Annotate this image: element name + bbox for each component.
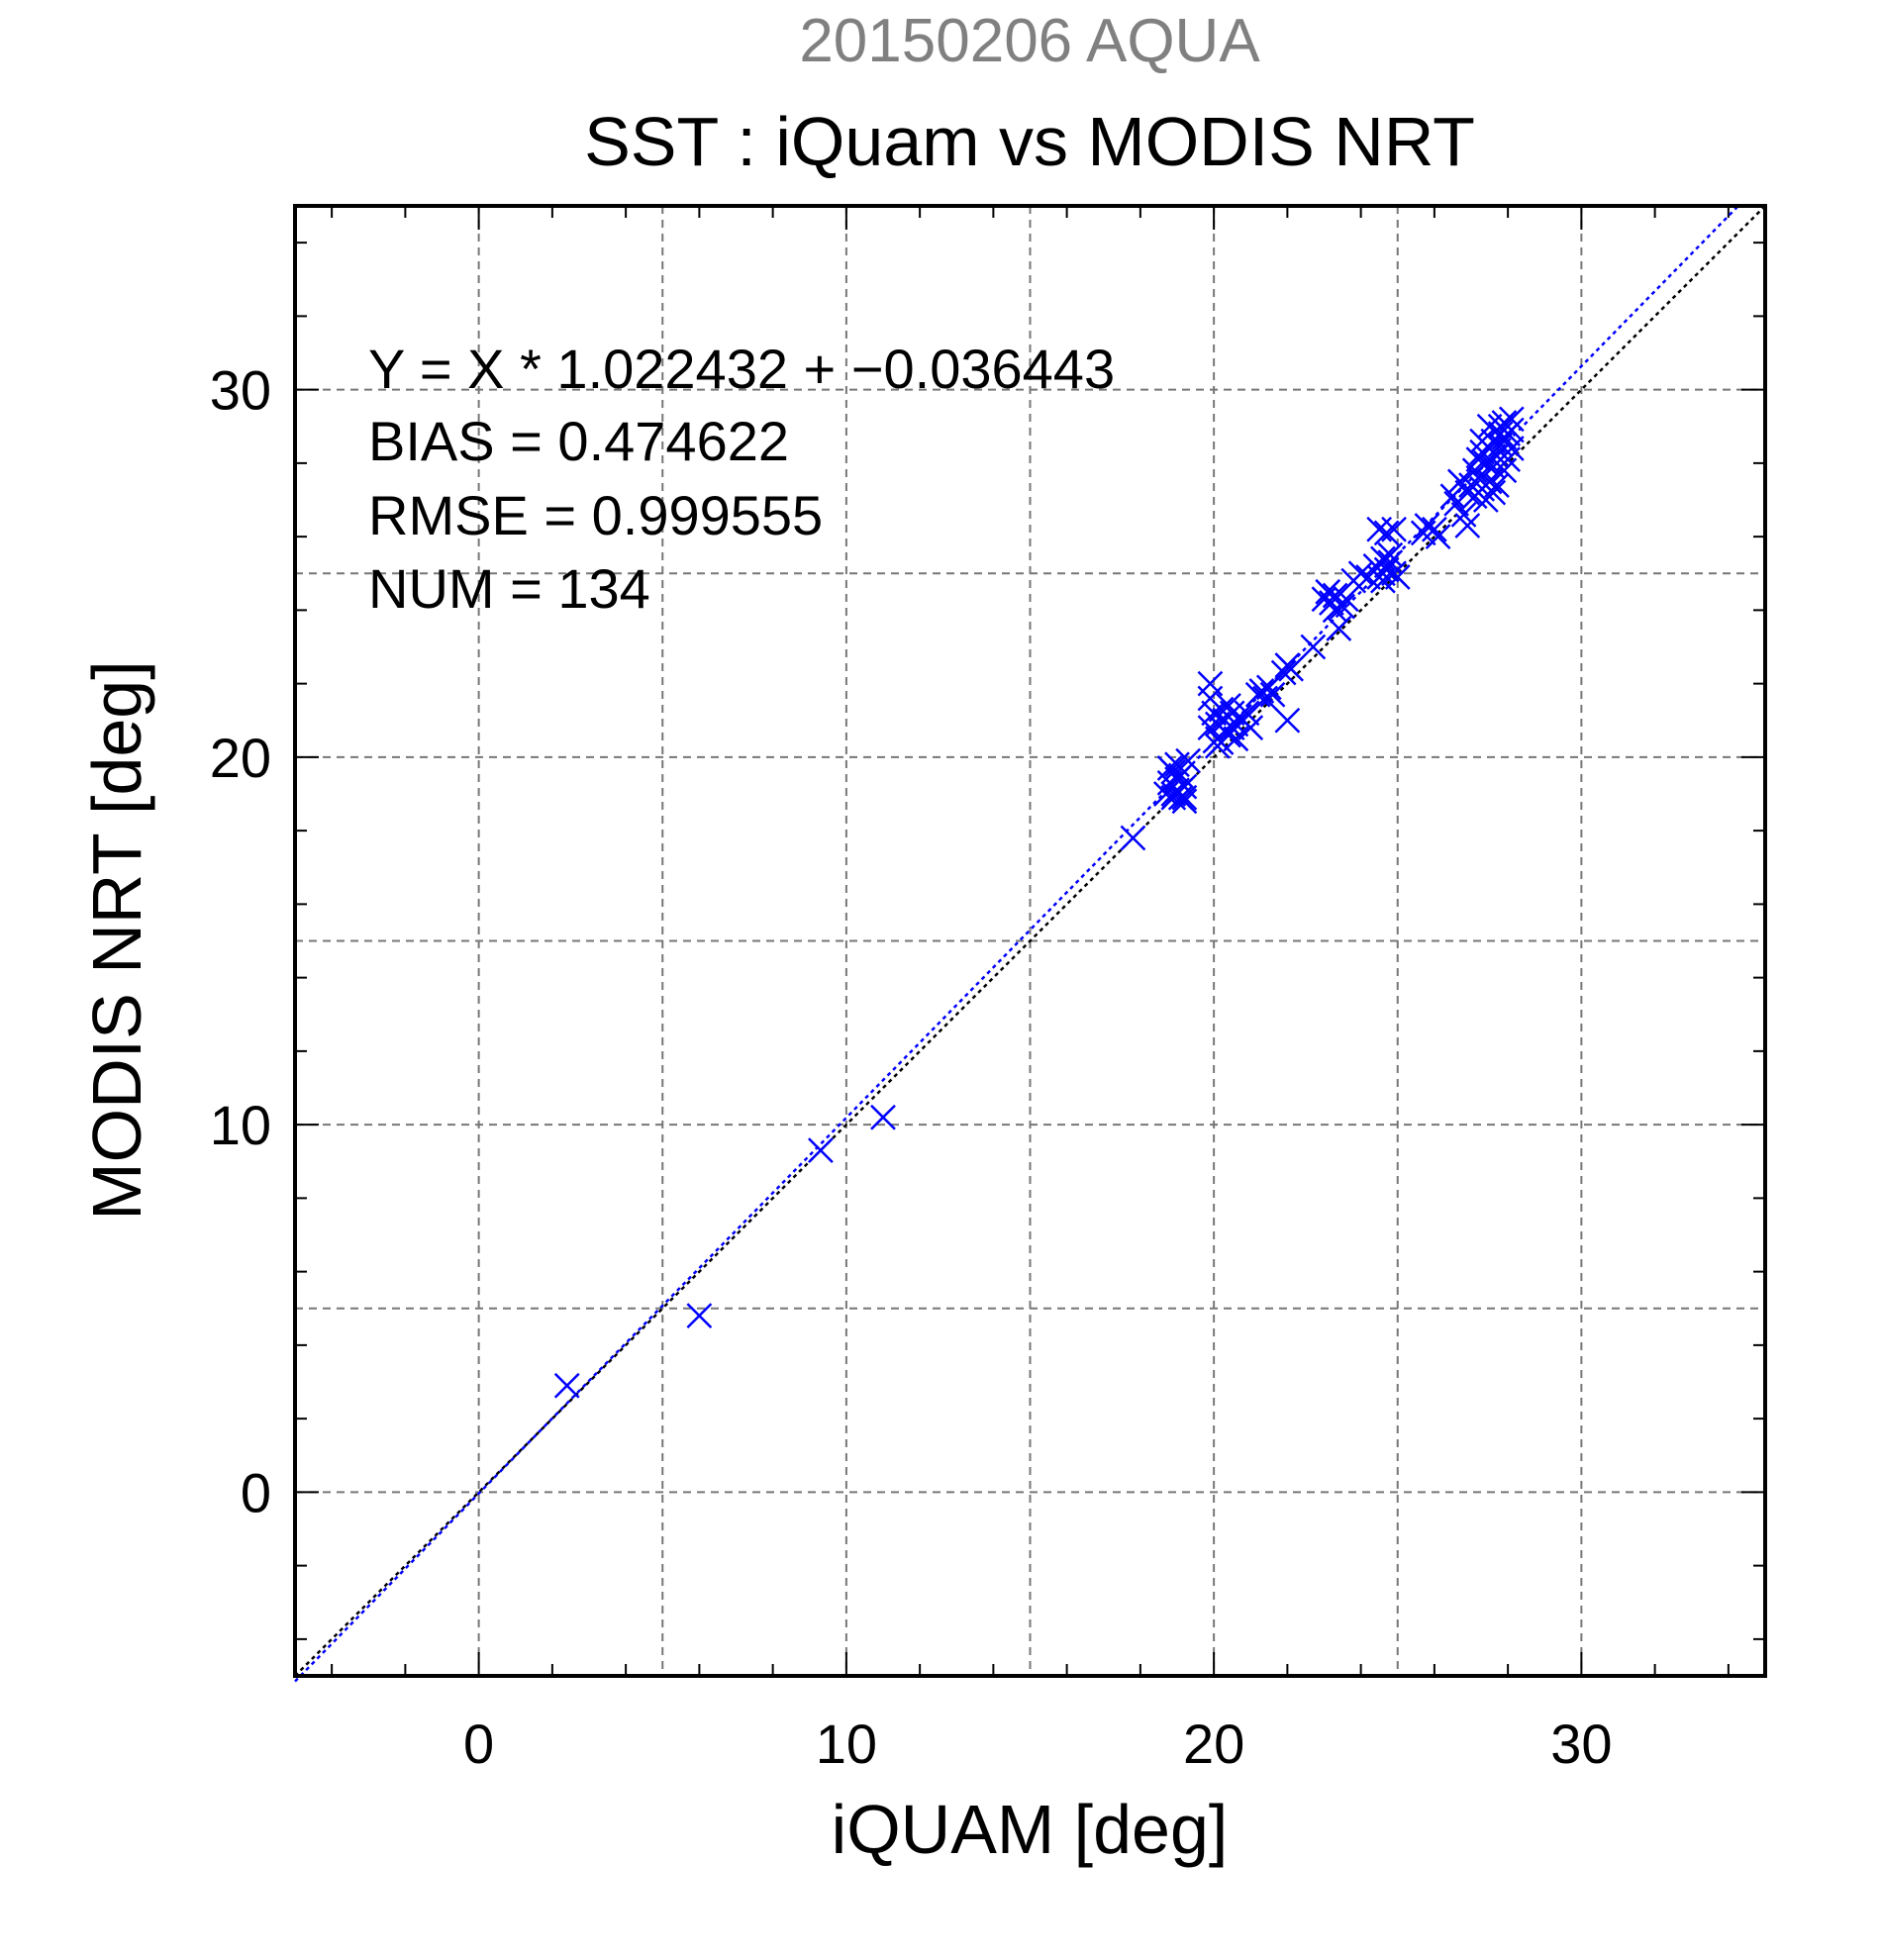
x-axis-label: iQUAM [deg] bbox=[832, 1791, 1229, 1868]
scatter-point bbox=[1366, 516, 1393, 542]
scatter-point bbox=[1216, 693, 1241, 719]
scatter-point bbox=[1454, 513, 1481, 539]
scatter-point bbox=[1274, 707, 1301, 734]
scatter-point bbox=[686, 1303, 713, 1329]
y-tick-label: 30 bbox=[210, 359, 271, 422]
scatter-point bbox=[1498, 406, 1525, 433]
scatter-point bbox=[1381, 516, 1407, 542]
scatter-point bbox=[1238, 715, 1264, 741]
scatter-point bbox=[1270, 659, 1297, 686]
scatter-point bbox=[1421, 516, 1447, 542]
y-tick-label: 20 bbox=[210, 727, 271, 789]
scatter-point bbox=[1175, 747, 1202, 774]
x-tick-label: 30 bbox=[1550, 1713, 1612, 1775]
scatter-point bbox=[1156, 755, 1183, 781]
scatter-points bbox=[553, 406, 1525, 1399]
rmse-stat: RMSE = 0.999555 bbox=[368, 484, 823, 546]
scatter-point bbox=[1469, 428, 1496, 454]
scatter-point bbox=[1120, 825, 1146, 851]
y-tick-label: 0 bbox=[241, 1461, 271, 1523]
scatter-point bbox=[1439, 483, 1466, 510]
scatter-point bbox=[808, 1137, 834, 1163]
scatter-point bbox=[1454, 479, 1481, 506]
stats-annotation: Y = X * 1.022432 + −0.036443 BIAS = 0.47… bbox=[368, 338, 1115, 620]
scatter-point bbox=[1204, 733, 1231, 759]
plot-frame bbox=[293, 204, 1767, 1678]
scatter-point bbox=[1373, 520, 1400, 546]
scatter-point bbox=[1212, 719, 1238, 744]
scatter-point bbox=[1370, 560, 1396, 587]
scatter-point bbox=[1498, 436, 1525, 461]
scatter-point bbox=[1167, 762, 1194, 789]
num-stat: NUM = 134 bbox=[368, 557, 650, 620]
tick-labels: 0 10 20 30 0 10 20 30 bbox=[210, 359, 1613, 1775]
fit-equation: Y = X * 1.022432 + −0.036443 bbox=[368, 338, 1115, 400]
x-tick-label: 20 bbox=[1183, 1713, 1244, 1775]
scatter-point bbox=[1355, 564, 1381, 590]
scatter-point bbox=[1326, 616, 1352, 641]
scatter-point bbox=[1476, 413, 1503, 440]
scatter-point bbox=[1300, 634, 1327, 660]
scatter-point bbox=[1259, 681, 1286, 708]
scatter-point bbox=[1197, 715, 1224, 741]
chart-title: SST : iQuam vs MODIS NRT bbox=[584, 103, 1475, 180]
scatter-point bbox=[1377, 541, 1404, 568]
scatter-point bbox=[1278, 655, 1304, 682]
scatter-point bbox=[1171, 784, 1198, 811]
scatter-point bbox=[1234, 700, 1260, 727]
chart-supertitle: 20150206 AQUA bbox=[799, 7, 1260, 75]
identity-line bbox=[294, 205, 1766, 1677]
scatter-point bbox=[1480, 479, 1507, 506]
scatter-point bbox=[1491, 457, 1518, 484]
y-axis-label: MODIS NRT [deg] bbox=[78, 660, 155, 1220]
scatter-point bbox=[1333, 586, 1359, 613]
scatter-point bbox=[1384, 564, 1411, 590]
scatter-point bbox=[553, 1372, 580, 1399]
bias-stat: BIAS = 0.474622 bbox=[368, 410, 789, 472]
scatter-point bbox=[1487, 421, 1514, 447]
scatter-point bbox=[1425, 524, 1451, 550]
x-tick-label: 10 bbox=[816, 1713, 877, 1775]
x-tick-label: 0 bbox=[463, 1713, 494, 1775]
scatter-point bbox=[1330, 593, 1355, 620]
scatter-point bbox=[870, 1104, 896, 1130]
y-tick-label: 10 bbox=[210, 1094, 271, 1156]
scatter-point bbox=[1484, 472, 1510, 499]
scatter-point bbox=[1197, 670, 1224, 697]
